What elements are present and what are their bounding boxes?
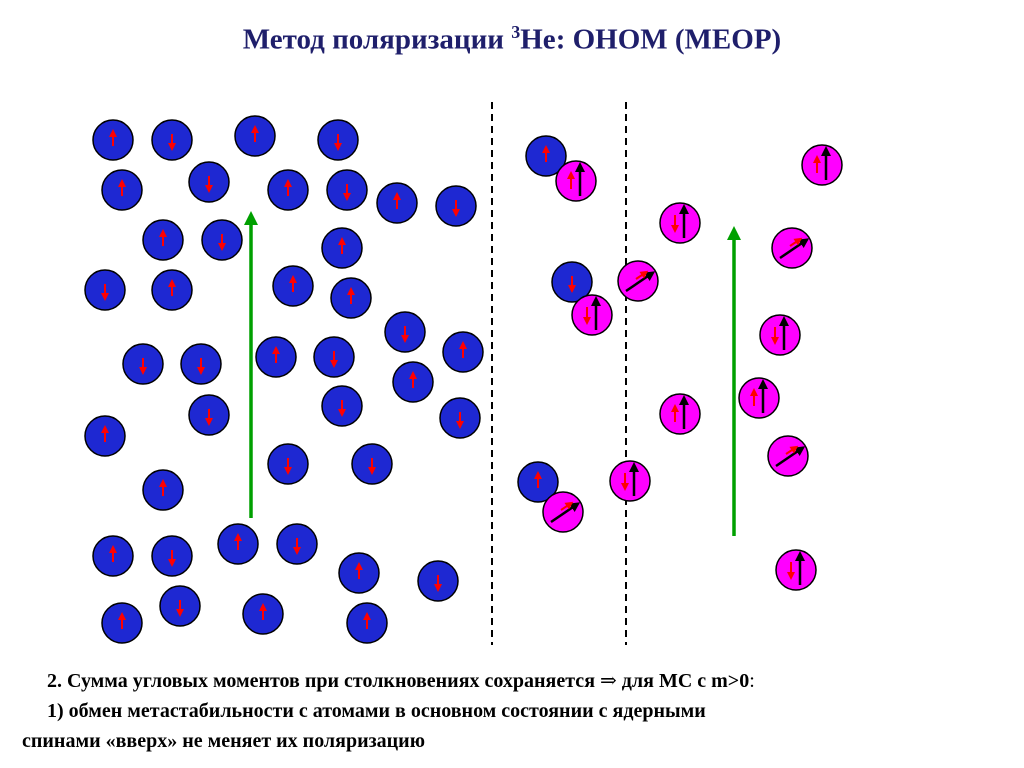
metastable-atom: [801, 144, 843, 186]
ground-atom: [242, 593, 284, 635]
metastable-atom: [571, 294, 613, 336]
ground-atom: [101, 602, 143, 644]
ground-atom: [267, 443, 309, 485]
metastable-atom: [659, 393, 701, 435]
metastable-atom-circle: [659, 393, 701, 435]
ground-atom: [188, 394, 230, 436]
ground-atom: [321, 385, 363, 427]
metastable-atom: [609, 460, 651, 502]
electron-spin-tilted-icon: [785, 445, 799, 455]
metastable-atom-circle: [738, 377, 780, 419]
metastable-atom: [767, 435, 809, 477]
metastable-atom-circle: [609, 460, 651, 502]
metastable-atom-circle: [767, 435, 809, 477]
ground-atom: [321, 227, 363, 269]
title-isotope-superscript: 3: [511, 22, 521, 42]
implies-arrow: ⇒: [600, 670, 617, 692]
note-line-3: спинами «вверх» не меняет их поляризацию: [22, 730, 425, 752]
ground-atom: [142, 469, 184, 511]
metastable-atom-circle: [775, 549, 817, 591]
title-suffix: : OHOM (MEOP): [555, 23, 782, 56]
ground-atom: [84, 269, 126, 311]
ground-atom: [346, 602, 388, 644]
ground-atom: [435, 185, 477, 227]
ground-atom: [276, 523, 318, 565]
metastable-atom: [759, 314, 801, 356]
ground-atom: [92, 535, 134, 577]
ground-atom: [351, 443, 393, 485]
ground-atoms-group: [84, 115, 593, 644]
metastable-atom: [771, 227, 813, 269]
polarization-diagram: [84, 102, 843, 645]
slide-title: Метод поляризации 3He: OHOM (MEOP): [0, 22, 1024, 57]
ground-atom: [330, 277, 372, 319]
metastable-atoms-group: [542, 144, 843, 591]
metastable-atom: [659, 202, 701, 244]
ground-atom: [272, 265, 314, 307]
ground-atom: [338, 552, 380, 594]
metastable-atom: [555, 160, 597, 202]
note-line-2: 1) обмен метастабильности с атомами в ос…: [47, 700, 706, 722]
ground-atom: [159, 585, 201, 627]
ground-atom: [151, 535, 193, 577]
ground-atom: [151, 119, 193, 161]
metastable-atom: [738, 377, 780, 419]
title-element: He: [520, 23, 556, 56]
metastable-atom: [617, 260, 659, 302]
ground-atom: [92, 119, 134, 161]
metastable-atom-circle: [659, 202, 701, 244]
ground-atom: [151, 269, 193, 311]
metastable-atom-circle: [555, 160, 597, 202]
ground-atom: [317, 119, 359, 161]
ground-atom: [442, 331, 484, 373]
ground-atom: [525, 135, 567, 177]
ground-atom: [326, 169, 368, 211]
note-line-1: 2. Сумма угловых моментов при столкновен…: [22, 666, 1012, 696]
metastable-atom: [775, 549, 817, 591]
electron-spin-tilted-icon: [789, 237, 803, 247]
ground-atom: [142, 219, 184, 261]
ground-atom: [84, 415, 126, 457]
metastable-atom-circle: [771, 227, 813, 269]
ground-atom: [234, 115, 276, 157]
notes-block: 2. Сумма угловых моментов при столкновен…: [22, 666, 1012, 756]
ground-atom: [201, 219, 243, 261]
ground-atom: [376, 182, 418, 224]
metastable-atom-circle: [759, 314, 801, 356]
ground-atom: [188, 161, 230, 203]
ground-atom: [384, 311, 426, 353]
metastable-atom-circle: [542, 491, 584, 533]
ground-atom: [122, 343, 164, 385]
electron-spin-tilted-icon: [635, 270, 649, 280]
metastable-atom-circle: [571, 294, 613, 336]
ground-atom: [180, 343, 222, 385]
electron-spin-tilted-icon: [560, 501, 574, 511]
title-prefix: Метод поляризации: [242, 23, 512, 56]
ground-atom: [417, 560, 459, 602]
ground-atom: [217, 523, 259, 565]
ground-atom: [439, 397, 481, 439]
metastable-atom: [542, 491, 584, 533]
ground-atom: [267, 169, 309, 211]
ground-atom: [313, 336, 355, 378]
ground-atom: [517, 461, 559, 503]
note-line-1-colon: :: [749, 670, 755, 692]
ground-atom: [255, 336, 297, 378]
note-line-1-text: 2. Сумма угловых моментов при столкновен…: [47, 670, 601, 692]
metastable-atom-circle: [801, 144, 843, 186]
ground-atom: [101, 169, 143, 211]
ground-atom: [392, 361, 434, 403]
ground-atom: [551, 261, 593, 303]
note-line-1-tail: для МС с m>0: [616, 670, 750, 692]
metastable-atom-circle: [617, 260, 659, 302]
